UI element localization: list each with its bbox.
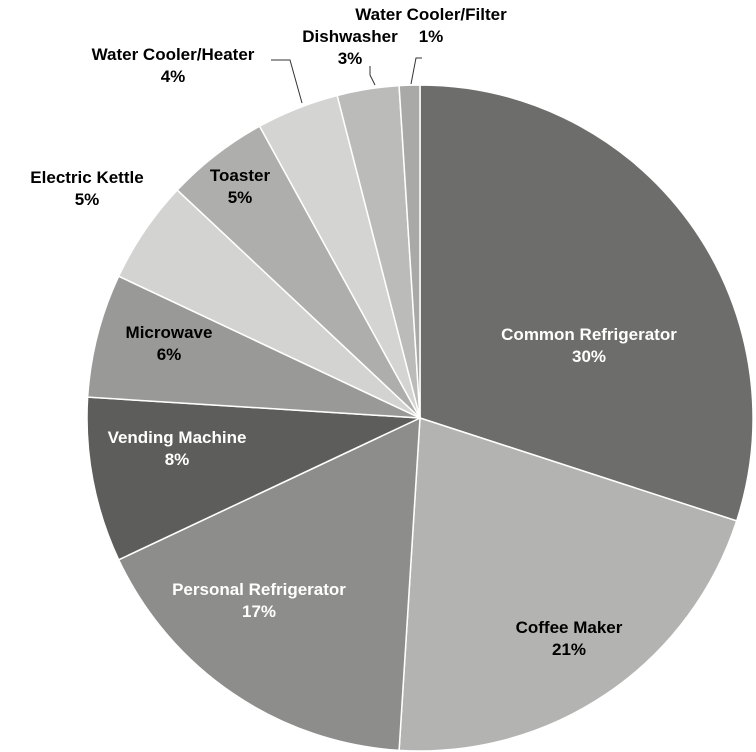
pie-slice-vending-machine (86, 396, 421, 561)
slice-name: Vending Machine (108, 428, 247, 447)
slice-label-electric-kettle: Electric Kettle 5% (30, 168, 143, 209)
slice-percent: 3% (338, 49, 363, 68)
slice-labels: Common Refrigerator 30% Coffee Maker 21% Per… (30, 5, 677, 659)
slice-name: Toaster (210, 166, 271, 185)
slice-percent: 30% (572, 347, 606, 366)
slice-percent: 5% (228, 188, 253, 207)
slice-percent: 4% (161, 67, 186, 86)
slice-percent: 21% (552, 640, 586, 659)
leader-line-water-cooler-heater (271, 59, 303, 104)
slice-percent: 1% (419, 27, 444, 46)
leader-line-dishwasher (369, 66, 376, 86)
leader-lines (271, 57, 422, 104)
slice-percent: 6% (157, 345, 182, 364)
slice-label-toaster: Toaster 5% (210, 166, 271, 207)
slice-name: Coffee Maker (516, 618, 623, 637)
slice-name: Water Cooler/Heater (92, 45, 255, 64)
slice-name: Microwave (126, 323, 213, 342)
slice-label-coffee-maker: Coffee Maker 21% (516, 618, 623, 659)
pie-slice-personal-refrigerator (117, 416, 421, 752)
slice-label-personal-refrigerator: Personal Refrigerator 17% (172, 580, 346, 621)
pie-slice-water-cooler-filter (398, 84, 421, 419)
pie-slices (86, 84, 754, 752)
slice-label-dishwasher: Dishwasher 3% (302, 27, 398, 68)
slice-name: Water Cooler/Filter (355, 5, 507, 24)
pie-slice-microwave (86, 275, 421, 419)
slice-percent: 8% (165, 450, 190, 469)
leader-line-water-cooler-filter (410, 57, 422, 85)
slice-percent: 17% (242, 602, 276, 621)
slice-percent: 5% (75, 190, 100, 209)
pie-slice-coffee-maker (398, 416, 738, 752)
slice-name: Personal Refrigerator (172, 580, 346, 599)
slice-name: Electric Kettle (30, 168, 143, 187)
slice-label-microwave: Microwave 6% (126, 323, 213, 364)
slice-name: Dishwasher (302, 27, 398, 46)
slice-name: Common Refrigerator (501, 325, 677, 344)
slice-label-vending-machine: Vending Machine 8% (108, 428, 247, 469)
slice-label-water-cooler-heater: Water Cooler/Heater 4% (92, 45, 255, 86)
slice-label-common-refrigerator: Common Refrigerator 30% (501, 325, 677, 366)
slice-label-water-cooler-filter: Water Cooler/Filter 1% (355, 5, 507, 46)
pie-slice-common-refrigerator (419, 84, 754, 522)
